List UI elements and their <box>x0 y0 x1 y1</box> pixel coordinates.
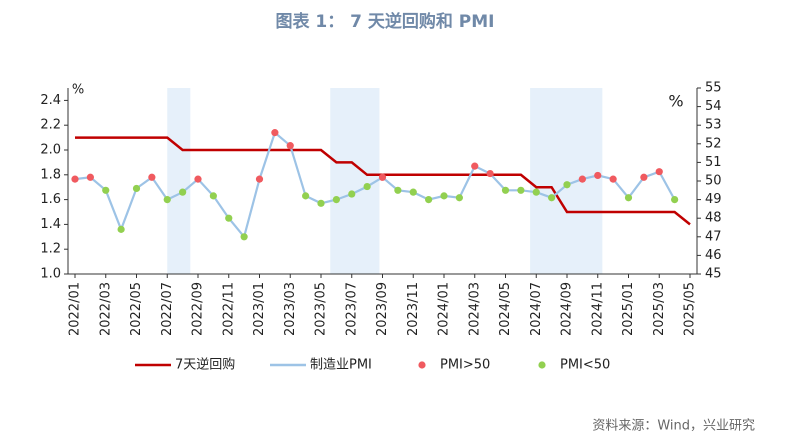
legend-label: PMI<50 <box>560 358 610 373</box>
pmi-dot <box>348 190 356 198</box>
pmi-dot <box>378 173 387 181</box>
pmi-dot <box>102 186 110 194</box>
y-tick-label: 2.2 <box>40 118 61 133</box>
x-tick-label: 2024/07 <box>529 282 544 336</box>
x-tick-label: 2023/05 <box>314 282 329 336</box>
pmi-dot <box>255 175 264 183</box>
x-tick-label: 2023/03 <box>283 282 298 336</box>
pmi-dot <box>286 142 294 150</box>
y2-tick-label: 55 <box>705 81 722 96</box>
pmi-dot <box>609 175 617 183</box>
series-line <box>74 130 676 240</box>
pmi-dot <box>655 168 663 176</box>
y-tick-label: 1.4 <box>40 217 61 232</box>
pmi-dot <box>532 188 540 196</box>
legend-label: PMI>50 <box>440 358 490 373</box>
pmi-dot <box>302 192 310 200</box>
x-tick-label: 2022/05 <box>129 282 144 336</box>
pmi-dot <box>132 184 141 193</box>
y2-tick-label: 47 <box>705 229 722 244</box>
x-tick-label: 2023/09 <box>375 282 390 336</box>
pmi-dot <box>394 186 402 194</box>
x-tick-label: 2022/09 <box>191 282 206 336</box>
y2-tick-label: 46 <box>705 248 722 263</box>
x-tick-label: 2024/11 <box>590 282 605 336</box>
y2-tick-label: 50 <box>705 174 722 189</box>
x-tick-label: 2024/03 <box>467 282 482 336</box>
pmi-dot <box>409 188 417 196</box>
pmi-dot <box>671 196 679 204</box>
legend-label: 7天逆回购 <box>175 357 235 373</box>
x-tick-label: 2023/11 <box>406 282 421 336</box>
pmi-dot <box>117 225 125 233</box>
pmi-dot <box>486 169 494 178</box>
y2-unit: % <box>668 92 683 111</box>
shaded-period <box>330 88 380 274</box>
y-unit: % <box>72 83 84 98</box>
y-tick-label: 2.0 <box>40 143 61 158</box>
pmi-dot <box>86 173 94 181</box>
x-tick-label: 2022/01 <box>68 282 83 336</box>
x-tick-label: 2024/05 <box>498 282 513 336</box>
pmi-dot <box>363 182 371 191</box>
y-tick-label: 1.8 <box>40 167 61 182</box>
y-tick-label: 1.2 <box>40 242 61 257</box>
pmi-dot <box>179 188 187 196</box>
y2-tick-label: 48 <box>705 211 722 226</box>
pmi-dot <box>71 175 79 183</box>
pmi-dot <box>517 186 525 194</box>
x-tick-label: 2024/01 <box>437 282 452 336</box>
y2-tick-label: 49 <box>705 192 722 207</box>
y-tick-label: 1.0 <box>40 267 61 282</box>
pmi-dot <box>594 171 602 180</box>
x-tick-label: 2025/03 <box>652 282 667 336</box>
pmi-dot <box>440 192 448 200</box>
pmi-dot <box>471 162 479 170</box>
pmi-dot <box>317 199 325 207</box>
x-tick-label: 2023/01 <box>252 282 267 336</box>
x-tick-label: 2022/11 <box>221 282 236 336</box>
legend-swatch <box>538 361 546 369</box>
x-tick-label: 2025/01 <box>621 282 636 336</box>
x-tick-label: 2022/07 <box>160 282 175 336</box>
x-tick-label: 2024/09 <box>560 282 575 336</box>
y2-tick-label: 54 <box>705 99 722 114</box>
source: 资料来源：Wind，兴业研究 <box>592 419 755 434</box>
y-tick-label: 2.4 <box>40 93 61 108</box>
pmi-dot <box>240 233 248 241</box>
pmi-dot <box>455 194 463 202</box>
y2-tick-label: 52 <box>705 136 722 151</box>
pmi-dot <box>332 196 340 204</box>
legend-swatch <box>418 361 426 369</box>
legend-label: 制造业PMI <box>310 358 372 373</box>
y2-tick-label: 45 <box>705 267 722 282</box>
pmi-dot <box>163 196 171 204</box>
chart-title: 图表 1： 7 天逆回购和 PMI <box>275 11 494 32</box>
pmi-dot <box>209 192 217 200</box>
x-tick-label: 2025/05 <box>683 282 698 336</box>
x-tick-label: 2023/07 <box>344 282 359 336</box>
pmi-dot <box>563 181 571 189</box>
pmi-dot <box>578 175 586 183</box>
pmi-dot <box>501 186 510 194</box>
pmi-dot <box>548 194 556 202</box>
pmi-dot <box>148 173 156 181</box>
shaded-period <box>167 88 191 274</box>
y-tick-label: 1.6 <box>40 192 61 207</box>
x-tick-label: 2022/03 <box>98 282 113 336</box>
pmi-dot <box>425 196 433 204</box>
pmi-dot <box>225 214 233 222</box>
pmi-dot <box>640 173 648 181</box>
shaded-period <box>530 88 603 274</box>
y2-tick-label: 51 <box>705 155 722 170</box>
pmi-dot <box>271 129 279 137</box>
pmi-dot <box>194 175 202 183</box>
y2-tick-label: 53 <box>705 118 722 133</box>
pmi-dot <box>624 194 633 202</box>
